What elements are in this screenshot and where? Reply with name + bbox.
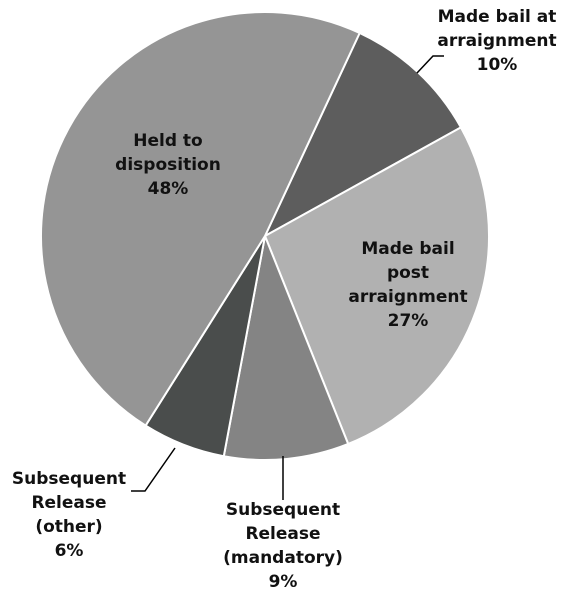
pie-slice-4 <box>40 11 361 427</box>
leader-line-subsequent-release-other <box>131 447 176 492</box>
slice-label-4: Held to disposition 48% <box>115 131 221 199</box>
slice-label-0: Made bail at arraignment 10% <box>437 7 556 75</box>
slice-label-line: Subsequent <box>226 500 340 520</box>
leader-line-made-bail-at-arraignment <box>416 55 444 74</box>
pie-slice-1 <box>263 126 490 446</box>
slice-label-1: Made bail post arraignment 27% <box>348 239 467 331</box>
slice-label-line: Made bail <box>361 239 454 259</box>
pie-labels: Made bail at arraignment 10% Made bail post a… <box>12 7 557 592</box>
slice-percent-1: 27% <box>388 311 429 331</box>
slice-percent-4: 48% <box>148 179 189 199</box>
slice-label-line: (other) <box>35 517 102 537</box>
slice-label-line: Held to <box>133 131 202 151</box>
slice-label-line: (mandatory) <box>223 548 343 568</box>
pie-slices <box>40 11 490 461</box>
slice-label-line: Release <box>31 493 106 513</box>
slice-label-line: Made bail at <box>438 7 557 27</box>
slice-label-line: Subsequent <box>12 469 126 489</box>
slice-percent-0: 10% <box>477 55 518 75</box>
slice-percent-2: 9% <box>269 572 298 592</box>
slice-label-3: Subsequent Release (other) 6% <box>12 469 126 561</box>
slice-percent-3: 6% <box>55 541 84 561</box>
slice-label-line: Release <box>245 524 320 544</box>
slice-label-line: disposition <box>115 155 221 175</box>
leader-lines <box>131 55 444 500</box>
slice-label-line: arraignment <box>437 31 556 51</box>
slice-label-line: arraignment <box>348 287 467 307</box>
slice-label-line: post <box>387 263 429 283</box>
slice-label-2: Subsequent Release (mandatory) 9% <box>223 500 343 592</box>
